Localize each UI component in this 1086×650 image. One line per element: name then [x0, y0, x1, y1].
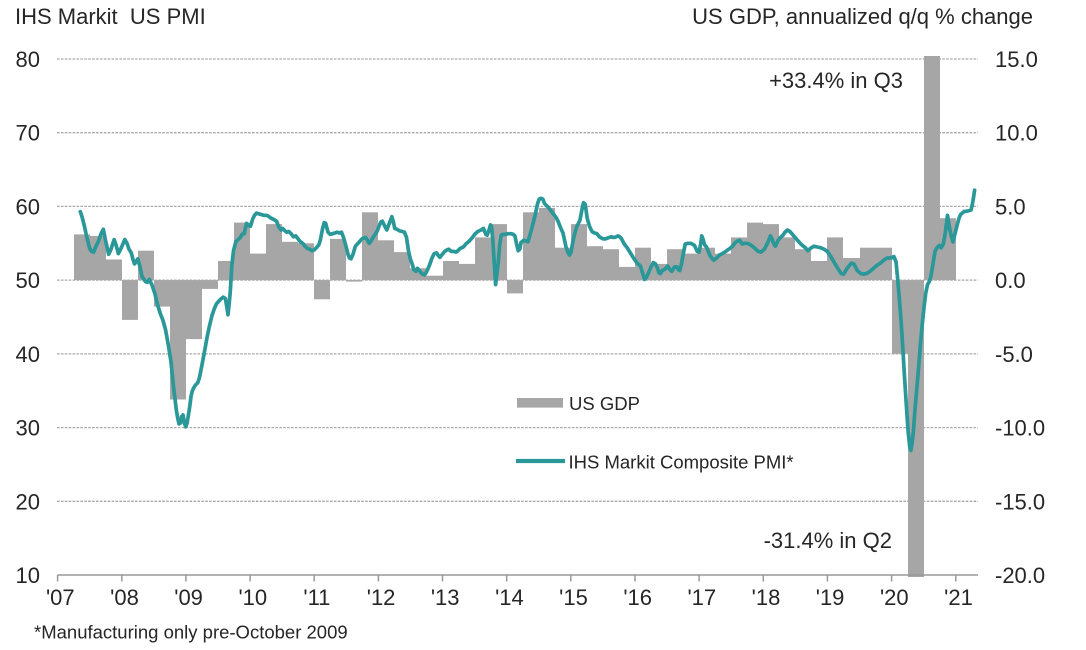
svg-text:-20.0: -20.0 [995, 563, 1045, 588]
svg-text:-31.4% in Q2: -31.4% in Q2 [764, 528, 892, 553]
svg-text:10.0: 10.0 [995, 121, 1038, 146]
svg-text:*Manufacturing only pre-Octobe: *Manufacturing only pre-October 2009 [34, 622, 348, 643]
svg-text:50: 50 [16, 268, 40, 293]
svg-text:'14: '14 [495, 585, 524, 610]
svg-text:'09: '09 [174, 585, 203, 610]
svg-text:US GDP: US GDP [569, 393, 640, 414]
svg-text:'13: '13 [431, 585, 460, 610]
svg-text:5.0: 5.0 [995, 194, 1026, 219]
svg-text:US GDP, annualized q/q % chang: US GDP, annualized q/q % change [692, 4, 1033, 29]
svg-text:'21: '21 [944, 585, 973, 610]
svg-text:'08: '08 [110, 585, 139, 610]
svg-text:'07: '07 [46, 585, 75, 610]
svg-text:-10.0: -10.0 [995, 416, 1045, 441]
svg-text:0.0: 0.0 [995, 268, 1026, 293]
svg-text:+33.4% in Q3: +33.4% in Q3 [769, 68, 903, 93]
svg-text:'11: '11 [303, 585, 330, 610]
svg-text:10: 10 [16, 563, 40, 588]
svg-text:-15.0: -15.0 [995, 489, 1045, 514]
svg-text:20: 20 [16, 489, 40, 514]
svg-text:'12: '12 [367, 585, 396, 610]
svg-text:'20: '20 [880, 585, 909, 610]
svg-text:'10: '10 [238, 585, 267, 610]
svg-text:60: 60 [16, 194, 40, 219]
svg-text:'15: '15 [559, 585, 588, 610]
svg-text:'18: '18 [752, 585, 781, 610]
svg-text:'19: '19 [816, 585, 845, 610]
svg-text:15.0: 15.0 [995, 47, 1038, 72]
svg-text:70: 70 [16, 121, 40, 146]
svg-text:IHS Markit US PMI: IHS Markit US PMI [15, 4, 206, 29]
svg-text:80: 80 [16, 47, 40, 72]
svg-text:30: 30 [16, 416, 40, 441]
svg-text:'16: '16 [623, 585, 652, 610]
svg-text:-5.0: -5.0 [995, 342, 1033, 367]
svg-text:'17: '17 [687, 585, 716, 610]
svg-text:IHS Markit Composite PMI*: IHS Markit Composite PMI* [569, 452, 794, 473]
svg-text:40: 40 [16, 342, 40, 367]
